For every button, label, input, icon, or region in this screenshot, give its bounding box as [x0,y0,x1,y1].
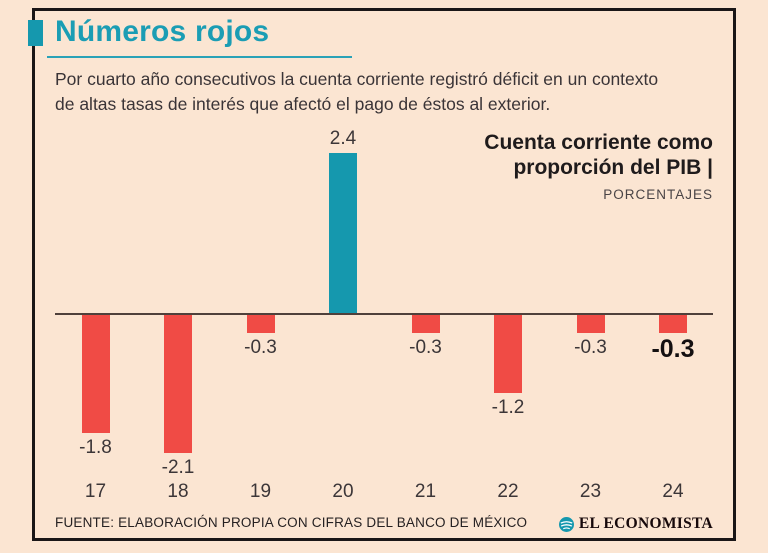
source-note: FUENTE: ELABORACIÓN PROPIA CON CIFRAS DE… [55,515,528,530]
x-axis-label-23: 23 [579,481,602,502]
el-economista-logo-icon [558,516,574,532]
bar-20 [329,153,357,313]
subtitle-line-1: Por cuarto año consecutivos la cuenta co… [55,69,659,89]
zero-axis-line [55,313,713,315]
bar-24 [659,313,687,333]
value-label-20: 2.4 [329,128,357,150]
x-axis-label-21: 21 [414,481,437,502]
bar-18 [164,313,192,453]
value-label-24: -0.3 [651,334,695,363]
chart-unit-label: PORCENTAJES [603,187,713,202]
title-marker [28,20,43,46]
frame-border [32,8,736,541]
value-label-21: -0.3 [409,336,442,358]
bar-23 [576,313,605,333]
x-axis-label-24: 24 [662,481,684,502]
chart-title-line-2: proporción del PIB | [513,156,713,179]
bar-22 [494,313,522,393]
subtitle: Por cuarto año consecutivos la cuenta co… [55,67,658,117]
value-label-18: -2.1 [161,456,195,478]
subtitle-line-2: de altas tasas de interés que afectó el … [55,94,551,114]
chart-title: Cuenta corriente como proporción del PIB… [484,130,713,180]
x-axis-label-22: 22 [497,481,519,502]
bar-19 [246,313,275,333]
bar-17 [81,313,110,433]
x-axis-label-17: 17 [84,481,107,502]
value-label-19: -0.3 [244,336,277,358]
x-axis-label-18: 18 [167,481,189,502]
value-label-17: -1.8 [79,436,112,458]
bar-21 [411,313,440,333]
page-title: Números rojos [55,15,270,48]
x-axis-label-19: 19 [249,481,272,502]
title-underline [47,56,352,58]
brand-name: EL ECONOMISTA [578,515,713,532]
value-label-23: -0.3 [574,336,607,358]
x-axis-label-20: 20 [332,481,354,502]
value-label-22: -1.2 [491,396,525,418]
brand-logo: EL ECONOMISTA [558,515,713,533]
chart-title-line-1: Cuenta corriente como [484,131,713,154]
